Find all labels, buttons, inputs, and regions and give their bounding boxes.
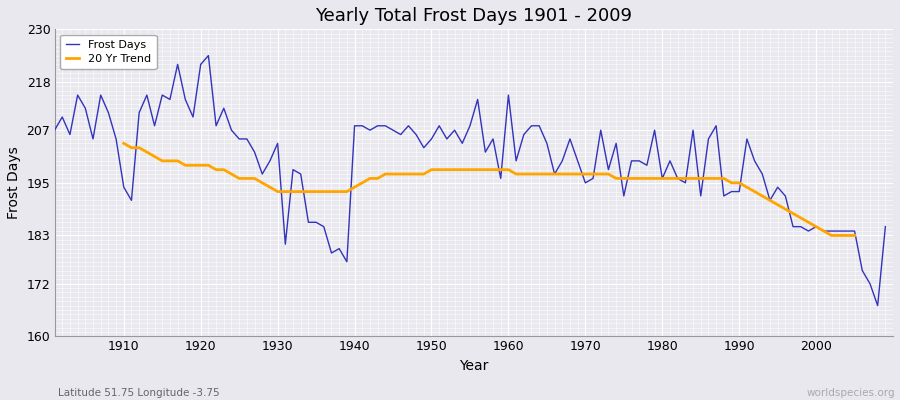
Frost Days — [880, 224, 891, 229]
20 Yr Trend — [119, 141, 130, 146]
Frost Days — [288, 167, 299, 172]
Line: Frost Days: Frost Days — [55, 56, 886, 306]
20 Yr Trend — [434, 167, 445, 172]
Y-axis label: Frost Days: Frost Days — [7, 146, 21, 219]
20 Yr Trend — [219, 167, 230, 172]
Frost Days — [872, 303, 883, 308]
Title: Yearly Total Frost Days 1901 - 2009: Yearly Total Frost Days 1901 - 2009 — [315, 7, 633, 25]
20 Yr Trend — [826, 233, 837, 238]
Frost Days — [203, 53, 214, 58]
Frost Days — [510, 158, 521, 163]
20 Yr Trend — [326, 189, 337, 194]
Text: Latitude 51.75 Longitude -3.75: Latitude 51.75 Longitude -3.75 — [58, 388, 220, 398]
20 Yr Trend — [850, 233, 860, 238]
Frost Days — [603, 167, 614, 172]
Legend: Frost Days, 20 Yr Trend: Frost Days, 20 Yr Trend — [60, 35, 157, 70]
20 Yr Trend — [488, 167, 499, 172]
20 Yr Trend — [788, 211, 798, 216]
Frost Days — [503, 93, 514, 98]
Frost Days — [111, 136, 122, 141]
Frost Days — [50, 128, 60, 132]
Frost Days — [334, 246, 345, 251]
20 Yr Trend — [510, 172, 521, 176]
X-axis label: Year: Year — [459, 359, 489, 373]
Line: 20 Yr Trend: 20 Yr Trend — [124, 143, 855, 236]
Text: worldspecies.org: worldspecies.org — [807, 388, 896, 398]
